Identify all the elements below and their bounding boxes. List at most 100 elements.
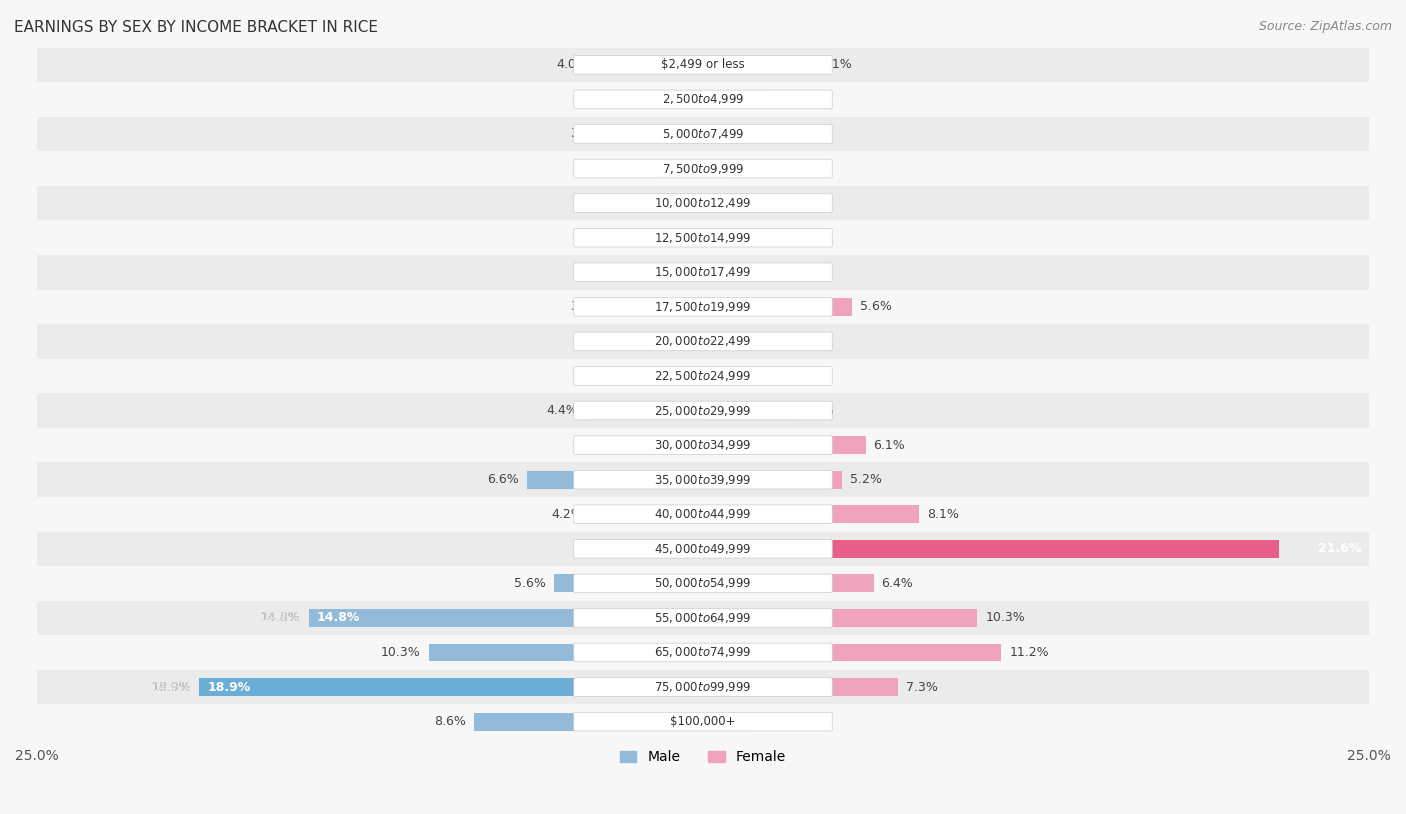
Text: 11.2%: 11.2%	[1010, 646, 1049, 659]
Text: 6.1%: 6.1%	[873, 439, 905, 452]
Text: $55,000 to $64,999: $55,000 to $64,999	[654, 611, 752, 625]
Text: $22,500 to $24,999: $22,500 to $24,999	[654, 369, 752, 383]
Bar	[703, 609, 977, 627]
Bar	[37, 324, 1369, 359]
Bar	[665, 90, 703, 108]
Bar	[37, 635, 1369, 670]
Bar	[610, 125, 703, 143]
Bar	[37, 393, 1369, 428]
Bar	[617, 436, 703, 454]
Text: 3.4%: 3.4%	[801, 404, 834, 417]
Text: 1.4%: 1.4%	[626, 93, 658, 106]
Text: $100,000+: $100,000+	[671, 716, 735, 729]
FancyBboxPatch shape	[574, 332, 832, 351]
Text: 18.9%: 18.9%	[208, 681, 250, 694]
Text: 0.51%: 0.51%	[641, 265, 682, 278]
Bar	[703, 125, 735, 143]
Bar	[703, 436, 866, 454]
Bar	[37, 47, 1369, 82]
Text: 4.4%: 4.4%	[546, 404, 578, 417]
Bar	[37, 566, 1369, 601]
Bar	[703, 332, 741, 350]
Text: $2,500 to $4,999: $2,500 to $4,999	[662, 93, 744, 107]
Text: 14.8%: 14.8%	[316, 611, 360, 624]
Bar	[703, 263, 721, 281]
Bar	[37, 82, 1369, 116]
Text: $7,500 to $9,999: $7,500 to $9,999	[662, 161, 744, 176]
FancyBboxPatch shape	[574, 55, 832, 74]
FancyBboxPatch shape	[574, 401, 832, 420]
Text: 14.8%: 14.8%	[262, 611, 301, 624]
Bar	[37, 462, 1369, 497]
Text: 2.0%: 2.0%	[610, 542, 641, 555]
Text: 6.4%: 6.4%	[882, 577, 914, 590]
FancyBboxPatch shape	[574, 125, 832, 143]
Text: 3.5%: 3.5%	[569, 300, 602, 313]
Bar	[586, 401, 703, 419]
FancyBboxPatch shape	[574, 470, 832, 489]
Text: $10,000 to $12,499: $10,000 to $12,499	[654, 196, 752, 210]
Text: $75,000 to $99,999: $75,000 to $99,999	[654, 680, 752, 694]
Text: $50,000 to $54,999: $50,000 to $54,999	[654, 576, 752, 590]
Bar	[37, 601, 1369, 635]
Bar	[37, 704, 1369, 739]
Bar	[610, 298, 703, 316]
Bar	[703, 229, 721, 247]
Text: 2.5%: 2.5%	[778, 93, 810, 106]
Text: 10.3%: 10.3%	[381, 646, 420, 659]
Text: Source: ZipAtlas.com: Source: ZipAtlas.com	[1258, 20, 1392, 33]
Bar	[703, 505, 920, 523]
FancyBboxPatch shape	[574, 194, 832, 212]
Bar	[703, 712, 756, 731]
Bar	[644, 194, 703, 212]
FancyBboxPatch shape	[574, 540, 832, 558]
Bar	[703, 470, 842, 488]
Bar	[703, 401, 793, 419]
Bar	[703, 678, 897, 696]
Bar	[703, 90, 769, 108]
Bar	[703, 540, 1278, 558]
Bar	[37, 151, 1369, 186]
Text: 3.2%: 3.2%	[578, 439, 610, 452]
Text: 2.2%: 2.2%	[605, 197, 637, 210]
Text: 0.68%: 0.68%	[730, 231, 769, 244]
Text: 5.6%: 5.6%	[515, 577, 546, 590]
Legend: Male, Female: Male, Female	[614, 745, 792, 770]
Bar	[703, 194, 717, 212]
Bar	[200, 678, 703, 696]
Text: $30,000 to $34,999: $30,000 to $34,999	[654, 438, 752, 452]
Text: 18.9%: 18.9%	[152, 681, 191, 694]
Text: 1.7%: 1.7%	[617, 162, 650, 175]
Bar	[596, 56, 703, 74]
Bar	[703, 575, 873, 593]
Bar	[703, 644, 1001, 662]
Text: 3.5%: 3.5%	[569, 128, 602, 141]
Bar	[689, 263, 703, 281]
Bar	[309, 609, 703, 627]
FancyBboxPatch shape	[574, 678, 832, 697]
Text: $40,000 to $44,999: $40,000 to $44,999	[654, 507, 752, 521]
Text: 1.0%: 1.0%	[738, 370, 769, 383]
FancyBboxPatch shape	[574, 229, 832, 247]
Bar	[591, 505, 703, 523]
Bar	[37, 221, 1369, 255]
Bar	[37, 497, 1369, 532]
Text: 14.8%: 14.8%	[262, 611, 301, 624]
Text: 7.3%: 7.3%	[905, 681, 938, 694]
Text: $25,000 to $29,999: $25,000 to $29,999	[654, 404, 752, 418]
Bar	[37, 116, 1369, 151]
Bar	[37, 186, 1369, 221]
Text: $35,000 to $39,999: $35,000 to $39,999	[654, 473, 752, 487]
Text: $15,000 to $17,499: $15,000 to $17,499	[654, 265, 752, 279]
FancyBboxPatch shape	[574, 297, 832, 316]
FancyBboxPatch shape	[574, 90, 832, 109]
Text: 2.0%: 2.0%	[765, 716, 796, 729]
Text: 4.1%: 4.1%	[820, 59, 852, 72]
Text: 0.51%: 0.51%	[724, 197, 765, 210]
Text: 5.6%: 5.6%	[860, 300, 891, 313]
Bar	[703, 56, 813, 74]
Bar	[37, 532, 1369, 566]
FancyBboxPatch shape	[574, 712, 832, 731]
Bar	[37, 290, 1369, 324]
FancyBboxPatch shape	[574, 160, 832, 178]
